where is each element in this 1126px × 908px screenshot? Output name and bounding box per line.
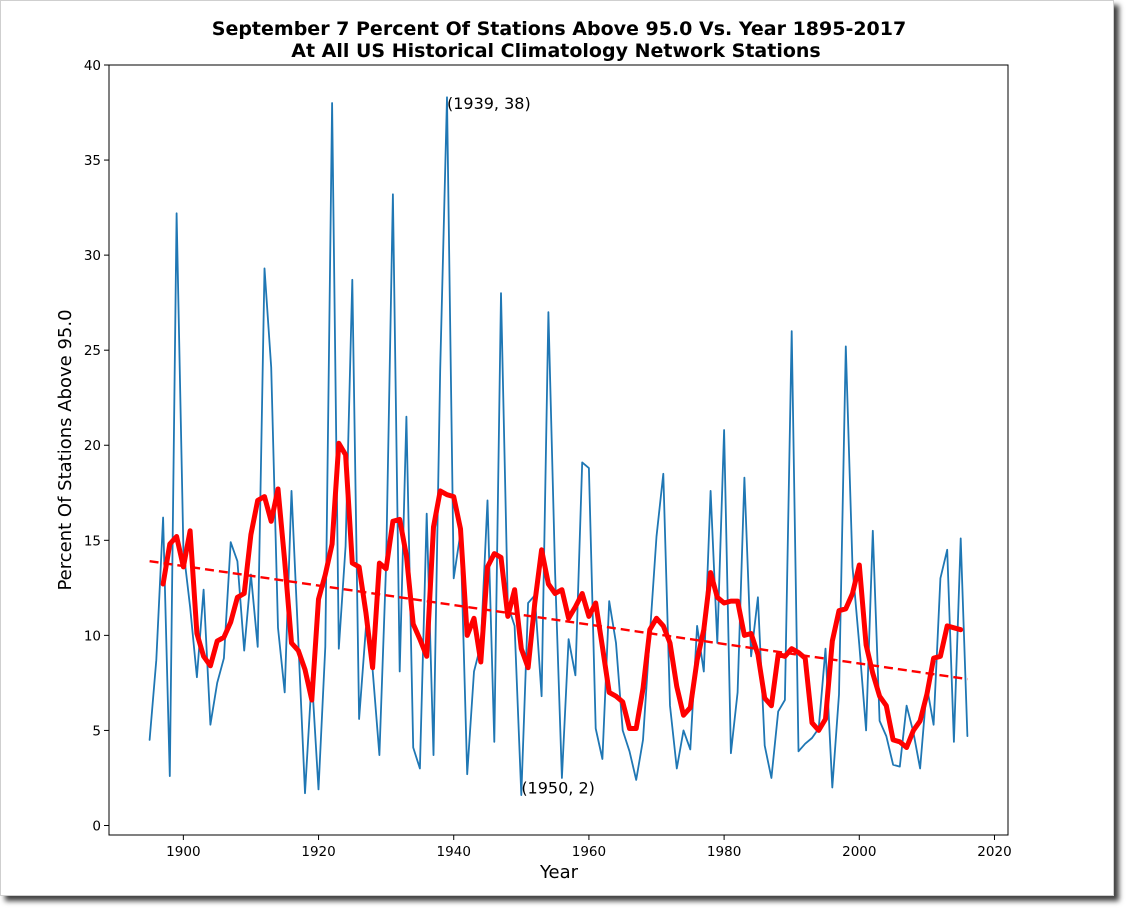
trend-line — [149, 560, 968, 681]
x-tick-label: 1920 — [301, 844, 335, 860]
moving-average-line — [160, 440, 964, 750]
chart-svg: September 7 Percent Of Stations Above 95… — [55, 18, 1012, 883]
data-series-line — [148, 96, 969, 796]
x-tick-label: 1960 — [572, 844, 606, 860]
x-tick-label: 1900 — [166, 844, 200, 860]
point-annotation: (1950, 2) — [521, 778, 595, 797]
x-axis-label: Year — [539, 862, 579, 883]
point-annotation: (1939, 38) — [447, 94, 531, 113]
y-tick-label: 0 — [92, 818, 101, 834]
y-tick-label: 10 — [84, 628, 101, 644]
x-tick-label: 1940 — [437, 844, 471, 860]
y-tick-label: 25 — [84, 343, 101, 359]
y-tick-label: 5 — [92, 723, 101, 739]
y-tick-label: 20 — [84, 438, 101, 454]
y-tick-label: 30 — [84, 248, 101, 264]
chart-subtitle: At All US Historical Climatology Network… — [291, 40, 821, 62]
y-tick-label: 40 — [84, 58, 101, 74]
y-axis-label: Percent Of Stations Above 95.0 — [55, 309, 76, 590]
x-tick-label: 1980 — [707, 844, 741, 860]
x-axis: 1900 1920 1940 1960 1980 2000 2020 — [166, 835, 1012, 860]
x-tick-label: 2020 — [977, 844, 1011, 860]
y-axis: 0 5 10 15 20 25 30 35 40 — [84, 58, 109, 834]
figure-frame: September 7 Percent Of Stations Above 95… — [0, 0, 1114, 896]
y-tick-label: 35 — [84, 153, 101, 169]
annotations: (1939, 38) (1950, 2) — [447, 94, 595, 797]
series-layer — [148, 96, 969, 796]
chart-title: September 7 Percent Of Stations Above 95… — [212, 18, 906, 40]
x-tick-label: 2000 — [842, 844, 876, 860]
y-tick-label: 15 — [84, 533, 101, 549]
plot-area — [108, 64, 1009, 836]
